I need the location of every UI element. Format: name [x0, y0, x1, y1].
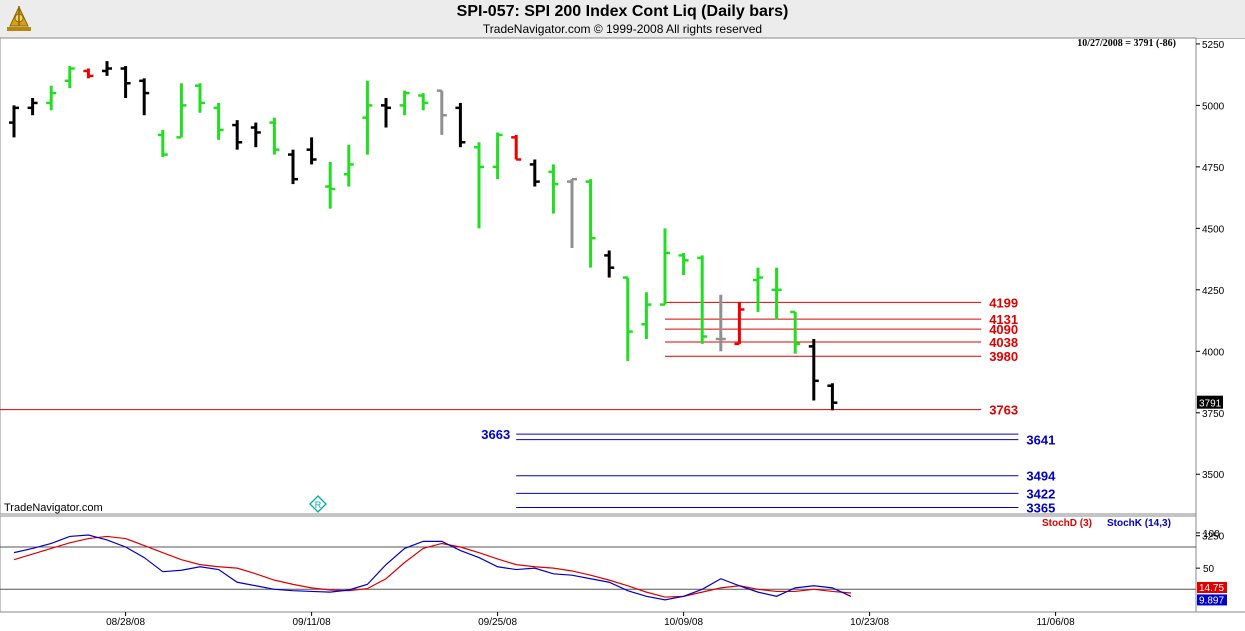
price-bar [120, 66, 131, 99]
level-label: 4090 [989, 322, 1018, 337]
price-bar [436, 89, 447, 135]
level-label: 3365 [1026, 500, 1055, 515]
price-bar [622, 276, 633, 362]
price-tick-label: 4250 [1202, 286, 1225, 297]
price-tick-label: 4500 [1202, 224, 1225, 235]
level-label: 4131 [989, 312, 1018, 327]
price-bar [139, 78, 150, 116]
price-bar [27, 98, 38, 116]
price-bars [9, 61, 838, 411]
price-bar [808, 338, 819, 401]
level-label: 4038 [989, 335, 1018, 350]
price-bar [381, 98, 391, 128]
last-price-info: 10/27/2008 = 3791 (-86) [1077, 38, 1176, 49]
date-axis: 08/28/08 09/11/08 09/25/08 10/09/08 10/23/08… [106, 612, 1075, 628]
price-bar [362, 80, 373, 155]
price-bar [548, 164, 559, 214]
price-bar [790, 310, 801, 354]
price-bar [213, 102, 224, 140]
stoch-series-line [13, 534, 852, 601]
price-bar [455, 102, 466, 148]
price-bar [250, 122, 261, 148]
chart-header: SPI-057: SPI 200 Index Cont Liq (Daily b… [0, 0, 1245, 39]
level-label: 3641 [1026, 433, 1055, 448]
last-price-label: 3791 [1199, 399, 1222, 410]
level-label: 3494 [1026, 469, 1056, 484]
svg-text:R: R [315, 500, 322, 510]
price-bar [753, 267, 763, 312]
date-tick-label: 10/23/08 [850, 617, 889, 628]
price-bar [46, 85, 57, 111]
stoch-tick-label: 50 [1203, 564, 1215, 575]
price-tick-label: 3500 [1202, 470, 1225, 481]
price-bar [604, 250, 615, 278]
price-bar [585, 179, 596, 268]
price-bar [660, 228, 670, 306]
price-bar [418, 93, 429, 111]
price-bar [269, 117, 280, 155]
price-bar [771, 267, 782, 320]
date-tick-label: 08/28/08 [106, 617, 145, 628]
price-bar [734, 302, 745, 346]
price-bar [195, 83, 205, 113]
price-bar [474, 142, 484, 229]
price-tick-label: 5000 [1202, 101, 1225, 112]
stoch-value-box [1197, 594, 1227, 606]
price-bar [697, 255, 708, 344]
copyright-text: TradeNavigator.com © 1999-2008 All right… [482, 22, 763, 36]
price-bar [492, 132, 503, 180]
price-bar [9, 105, 19, 138]
price-bar [567, 177, 577, 249]
stoch-value-label: 9.897 [1199, 595, 1224, 606]
level-label: 3663 [481, 427, 510, 442]
level-label: 3980 [989, 349, 1018, 364]
stoch-series-line [13, 535, 852, 598]
price-bar [715, 294, 726, 352]
date-tick-label: 10/09/08 [664, 617, 703, 628]
price-tick-label: 5250 [1202, 40, 1225, 51]
price-bar [232, 120, 243, 150]
last-price-box [1197, 395, 1223, 409]
stochastic-panel: 100 50 14.759.897 [0, 529, 1227, 606]
price-bar [399, 90, 410, 116]
diamond-marker-icon[interactable]: R [309, 495, 327, 513]
watermark: TradeNavigator.com [4, 502, 103, 514]
sextant-logo-icon [7, 5, 31, 31]
price-bar [306, 137, 317, 165]
price-bar [325, 161, 336, 209]
stochk-legend: StochK (14,3) [1107, 518, 1171, 529]
stoch-value-box [1197, 582, 1227, 594]
price-tick-label: 3750 [1202, 409, 1225, 420]
level-label: 3763 [989, 403, 1018, 418]
price-bar [288, 149, 298, 185]
price-bar [641, 292, 652, 339]
date-tick-label: 09/25/08 [478, 617, 517, 628]
price-tick-label: 3250 [1202, 532, 1225, 543]
price-bar [176, 83, 187, 139]
price-tick-label: 4750 [1202, 163, 1225, 174]
price-bar [529, 159, 540, 187]
date-tick-label: 09/11/08 [293, 617, 332, 628]
price-axis: 5250 5000 4750 4500 4250 4000 3750 3500 3250 3791 [1196, 40, 1225, 543]
price-tick-label: 4000 [1202, 347, 1225, 358]
stoch-value-label: 14.75 [1199, 583, 1224, 594]
price-bar [678, 252, 689, 276]
date-tick-label: 11/06/08 [1037, 617, 1076, 628]
stochd-legend: StochD (3) [1042, 518, 1092, 529]
level-label: 4199 [989, 295, 1018, 310]
price-bar [511, 134, 522, 161]
price-bar [64, 66, 75, 89]
price-bar [83, 68, 94, 79]
stoch-tick-label: 100 [1203, 529, 1220, 540]
level-label: 3422 [1026, 486, 1055, 501]
price-bar [827, 383, 838, 411]
price-bar [102, 61, 112, 76]
price-bar [343, 144, 354, 187]
chart-title: SPI-057: SPI 200 Index Cont Liq (Daily b… [456, 3, 789, 20]
price-bar [157, 129, 168, 158]
